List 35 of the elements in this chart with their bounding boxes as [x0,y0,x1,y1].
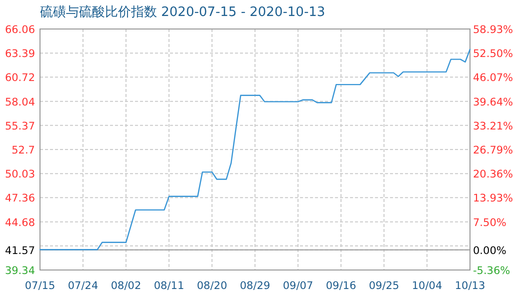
y-tick-label: 66.06 [4,24,36,36]
y2-tick-label: 58.93% [473,24,514,36]
line-series [39,48,471,250]
x-tick-label: 09/16 [326,280,356,292]
x-tick-label: 10/04 [412,280,442,292]
x-tick-label: 08/11 [154,280,184,292]
x-tick-label: 08/20 [196,280,228,292]
y-tick-label: 41.57 [4,244,35,257]
x-tick-label: 08/29 [240,280,270,292]
y-tick-label: 39.34 [4,265,36,277]
x-tick-label: 08/02 [110,280,142,292]
y-tick-label: 60.72 [4,72,35,84]
y2-tick-label: 13.93% [473,192,514,205]
x-tick-label: 09/07 [282,280,314,292]
y-tick-label: 55.37 [4,120,35,132]
y-tick-label: 47.36 [4,192,36,205]
y2-tick-label: 0.00% [473,244,506,257]
y-tick-label: 44.68 [4,216,35,229]
y-tick-label: 52.7 [12,144,35,156]
y2-tick-label: 39.64% [473,96,514,108]
y2-tick-label: 46.07% [473,72,514,84]
x-tick-label: 07/24 [68,280,98,292]
y2-tick-label: 20.36% [473,168,514,181]
y2-tick-label: -5.36% [473,265,510,277]
y2-tick-label: 7.50% [473,216,506,229]
x-tick-label: 07/15 [24,280,56,292]
chart-title: 硫磺与硫酸比价指数 2020-07-15 - 2020-10-13 [40,5,326,20]
y2-tick-label: 33.21% [473,120,514,132]
y-tick-label: 63.39 [4,48,35,60]
y-tick-label: 58.04 [4,96,36,108]
y2-tick-label: 26.79% [473,144,514,156]
y-tick-label: 50.03 [4,168,35,181]
x-tick-label: 10/13 [454,280,486,292]
y2-tick-label: 52.50% [473,48,514,60]
x-tick-label: 09/25 [368,280,400,292]
